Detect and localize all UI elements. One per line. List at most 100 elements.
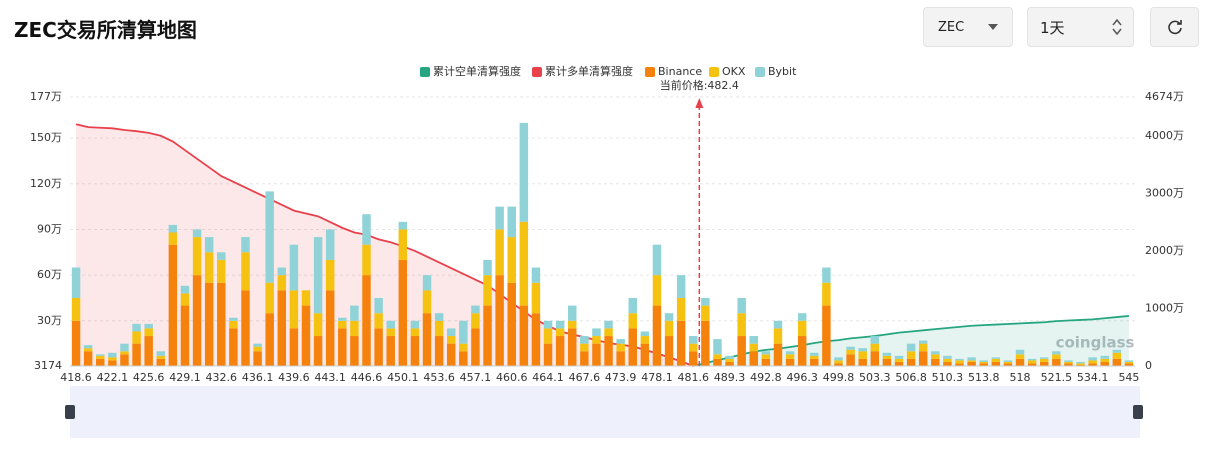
bar	[967, 361, 976, 366]
bar	[701, 305, 710, 321]
bar	[664, 320, 674, 337]
bar	[580, 336, 589, 344]
bar	[1124, 360, 1134, 362]
bar	[1100, 361, 1109, 366]
bar	[253, 343, 262, 347]
bar	[1124, 361, 1134, 364]
bar	[810, 352, 819, 356]
bar	[422, 290, 432, 314]
bar	[785, 358, 795, 366]
bar	[313, 313, 323, 337]
bar	[713, 339, 722, 355]
bar	[71, 267, 81, 298]
bar	[749, 343, 759, 352]
bar	[725, 358, 734, 362]
bar	[628, 297, 637, 314]
bar	[918, 343, 928, 352]
bar	[374, 313, 383, 329]
bar	[604, 336, 613, 366]
bar	[495, 275, 504, 366]
bar	[217, 259, 226, 283]
bar	[144, 336, 153, 366]
x-tick-label: 513.8	[968, 371, 1000, 384]
bar	[422, 275, 432, 291]
x-tick-label: 425.6	[133, 371, 165, 384]
bar	[1100, 355, 1109, 359]
bar	[144, 323, 153, 329]
bar	[1064, 361, 1073, 364]
bar	[1088, 363, 1097, 366]
interval-select[interactable]: 1天	[1027, 7, 1134, 47]
bar	[1027, 358, 1037, 361]
bar	[410, 336, 420, 366]
bar	[1064, 360, 1073, 362]
bar	[616, 339, 625, 344]
bar	[785, 351, 795, 355]
bar	[822, 267, 831, 283]
y2-tick-label: 4000万	[1145, 129, 1184, 142]
bar	[652, 305, 662, 366]
x-tick-label: 450.1	[387, 371, 419, 384]
bar	[1027, 360, 1037, 364]
bar	[568, 328, 577, 366]
bar	[108, 352, 117, 358]
bar	[483, 259, 492, 276]
y-tick-label: 150万	[30, 131, 62, 144]
bar	[325, 259, 335, 291]
bar	[96, 358, 105, 366]
refresh-button[interactable]	[1150, 7, 1199, 47]
bar	[192, 229, 202, 238]
bar	[689, 336, 698, 344]
bar	[446, 343, 456, 366]
bar	[1003, 361, 1013, 364]
interval-value: 1天	[1040, 18, 1065, 37]
x-tick-label: 496.3	[786, 371, 818, 384]
bar	[1015, 349, 1025, 355]
bar	[737, 313, 746, 337]
bar	[204, 237, 214, 253]
bar	[362, 214, 371, 245]
bar	[943, 361, 952, 366]
coin-select[interactable]: ZEC	[923, 7, 1013, 47]
bar	[217, 252, 226, 260]
bar	[471, 328, 480, 366]
bar	[71, 320, 81, 366]
bar	[459, 343, 468, 352]
bar	[1088, 357, 1097, 361]
bar	[253, 346, 262, 352]
bar	[350, 305, 359, 321]
bar	[1052, 358, 1061, 366]
bar	[991, 361, 1001, 366]
bar	[1003, 360, 1013, 362]
bar	[338, 320, 347, 329]
x-tick-label: 545	[1118, 371, 1139, 384]
x-tick-label: 443.1	[314, 371, 346, 384]
bar	[640, 331, 650, 337]
bar	[398, 229, 408, 260]
bar	[931, 358, 940, 366]
area-fill	[76, 124, 694, 366]
bar	[713, 354, 722, 359]
bar	[374, 297, 383, 314]
bar	[410, 320, 420, 329]
bar	[689, 351, 698, 366]
bar	[156, 351, 166, 356]
x-tick-label: 478.1	[641, 371, 673, 384]
bar	[846, 346, 855, 350]
bar	[689, 343, 698, 352]
bar	[592, 328, 601, 337]
bar	[446, 336, 456, 344]
bar	[483, 275, 492, 306]
bar	[325, 290, 335, 366]
bar	[785, 354, 795, 359]
bar	[507, 237, 516, 283]
x-tick-label: 503.3	[859, 371, 891, 384]
legend-swatch	[709, 67, 719, 77]
bar	[797, 336, 807, 366]
bar	[894, 355, 904, 359]
slider-handle	[1133, 405, 1143, 419]
bar	[846, 349, 855, 355]
bar	[713, 358, 722, 366]
bar	[882, 355, 892, 359]
bar	[628, 313, 637, 329]
